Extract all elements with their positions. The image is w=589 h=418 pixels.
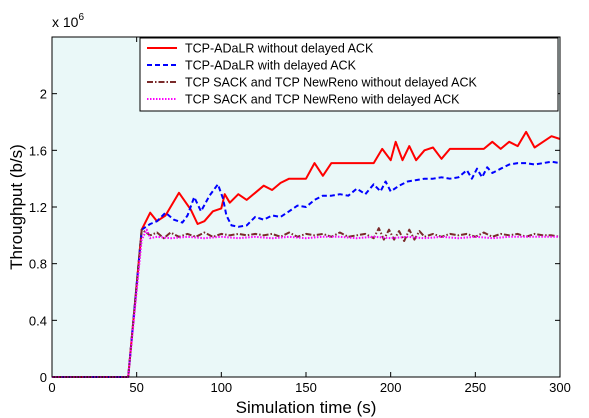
x-tick-label: 150 xyxy=(295,380,317,395)
y-multiplier-label: x 106 xyxy=(52,12,84,30)
y-multiplier-base: x 10 xyxy=(52,14,79,30)
x-tick-label: 50 xyxy=(129,380,143,395)
legend-label-3: TCP SACK and TCP NewReno without delayed… xyxy=(185,76,477,90)
series-line-3 xyxy=(52,227,561,378)
x-tick-label: 0 xyxy=(48,380,55,395)
x-tick-label: 250 xyxy=(464,380,486,395)
y-tick-label: 1.6 xyxy=(29,143,47,158)
y-tick-label: 1.2 xyxy=(29,200,47,215)
y-tick-label: 0 xyxy=(40,370,47,385)
legend-label-2: TCP-ADaLR with delayed ACK xyxy=(185,59,357,73)
ticks-layer: 0 50 100 150 200 250 300 0 0.4 0.8 1.2 1.6 2 xyxy=(29,37,571,395)
x-tick-label: 300 xyxy=(549,380,571,395)
legend-label-1: TCP-ADaLR without delayed ACK xyxy=(185,42,374,56)
series-line-4 xyxy=(52,228,560,378)
series-line-2 xyxy=(52,160,561,378)
legend: TCP-ADaLR without delayed ACK TCP-ADaLR w… xyxy=(139,37,559,112)
y-tick-label: 0.4 xyxy=(29,313,47,328)
y-multiplier-exponent: 6 xyxy=(78,12,84,23)
legend-label-4: TCP SACK and TCP NewReno with delayed AC… xyxy=(185,93,460,107)
x-tick-label: 100 xyxy=(210,380,232,395)
y-tick-label: 0.8 xyxy=(29,257,47,272)
y-tick-label: 2 xyxy=(40,87,47,102)
legend-box xyxy=(139,37,559,112)
series-line-1 xyxy=(52,130,561,378)
y-axis-title: Throughput (b/s) xyxy=(7,144,26,270)
x-tick-label: 200 xyxy=(380,380,402,395)
series-layer xyxy=(52,130,561,378)
x-axis-title: Simulation time (s) xyxy=(236,398,377,417)
